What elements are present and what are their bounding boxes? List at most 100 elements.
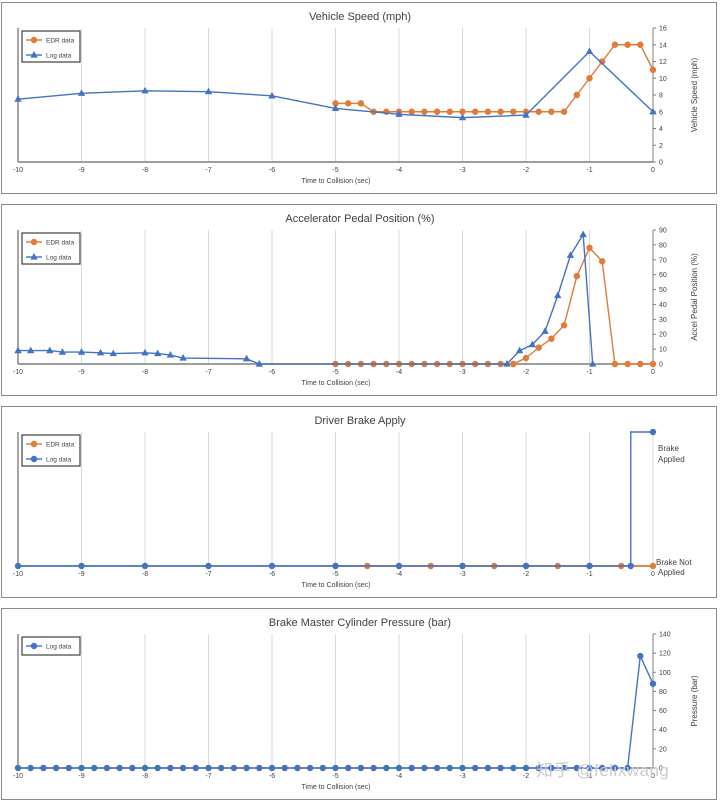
data-point (510, 360, 517, 368)
data-point (515, 346, 524, 354)
x-tick-label: -1 (586, 773, 592, 780)
x-tick-label: -4 (396, 167, 402, 174)
series-log-data (14, 428, 657, 570)
data-point (459, 108, 466, 115)
data-point (560, 322, 568, 329)
data-point (129, 764, 136, 772)
brake-pressure-chart: Brake Master Cylinder Pressure (bar)-10-… (13, 617, 699, 791)
x-tick-label: 0 (651, 369, 655, 376)
y-tick-label: 70 (659, 257, 667, 264)
y-tick-label: 140 (659, 632, 671, 639)
data-point (579, 230, 587, 238)
chart-title: Brake Master Cylinder Pressure (bar) (269, 617, 451, 629)
data-point (611, 360, 619, 368)
legend-label: EDR data (46, 38, 75, 45)
data-point (528, 340, 537, 348)
data-point (281, 764, 288, 772)
data-point (179, 354, 187, 361)
y-tick-label: 2 (659, 143, 663, 150)
data-point (484, 764, 492, 772)
y-tick-label: 6 (659, 109, 663, 116)
brake-applied-label: Applied (658, 455, 685, 464)
data-point (624, 41, 631, 48)
data-point (167, 764, 174, 772)
x-axis-title: Time to Collision (sec) (302, 582, 371, 589)
y-tick-label: 8 (659, 93, 663, 100)
x-tick-label: -5 (332, 369, 338, 376)
data-point (627, 562, 634, 570)
x-tick-label: -5 (332, 773, 338, 780)
data-point (459, 562, 466, 570)
data-point (141, 348, 149, 356)
x-tick-label: -3 (459, 773, 465, 780)
data-point (78, 562, 85, 570)
data-point (446, 108, 453, 115)
data-point (332, 562, 339, 570)
x-tick-label: -5 (332, 571, 338, 578)
driver-brake-chart: Driver Brake Apply-10 -9 -8 -7 -6 -5 -4 -3 -2 -1 0… (13, 415, 692, 589)
data-point (14, 346, 22, 354)
brake-applied-label: Brake (658, 444, 679, 453)
y-axis-title: Vehicle Speed (mph) (690, 58, 699, 133)
data-point (58, 348, 67, 355)
data-point (649, 360, 657, 368)
y-tick-label: 12 (659, 59, 667, 66)
x-axis-title: Time to Collision (sec) (302, 380, 371, 387)
y-tick-label: 30 (659, 317, 667, 324)
data-point (205, 562, 212, 570)
x-tick-label: -1 (586, 571, 592, 578)
data-point (599, 258, 606, 265)
x-tick-label: -7 (205, 773, 211, 780)
data-point (27, 346, 35, 354)
x-tick-label: -6 (269, 369, 275, 376)
x-tick-label: -5 (332, 167, 338, 174)
data-point (154, 764, 161, 772)
data-point (548, 764, 555, 772)
data-point (116, 764, 123, 772)
legend-label: EDR data (46, 240, 75, 247)
data-point (204, 87, 213, 95)
data-point (566, 251, 575, 258)
data-point (586, 764, 593, 772)
data-point (522, 562, 530, 570)
x-tick-label: -10 (13, 571, 23, 578)
x-tick-label: -1 (586, 167, 592, 174)
data-point (52, 764, 60, 772)
x-tick-label: -7 (205, 369, 211, 376)
series-line (18, 232, 594, 365)
data-point (510, 764, 517, 772)
data-point (649, 107, 657, 115)
y-tick-label: 80 (659, 242, 667, 249)
x-tick-label: -6 (269, 167, 275, 174)
x-tick-label: 0 (651, 571, 655, 578)
legend: EDR data Log data (21, 30, 81, 63)
legend-label: Log data (46, 457, 72, 464)
data-point (522, 764, 530, 772)
legend-marker (30, 253, 38, 260)
data-point (255, 360, 263, 367)
series-line (335, 246, 653, 365)
legend: EDR data Log data (21, 232, 81, 265)
x-tick-label: -3 (459, 167, 465, 174)
data-point (395, 110, 403, 117)
x-tick-label: -3 (459, 369, 465, 376)
x-tick-label: -4 (396, 571, 402, 578)
data-point (141, 86, 149, 94)
legend-marker (30, 51, 38, 58)
legend-box (21, 636, 81, 656)
data-point (408, 108, 415, 115)
data-point (472, 764, 479, 772)
data-point (408, 764, 415, 772)
y-tick-label: 14 (659, 42, 667, 49)
data-point (242, 354, 251, 362)
data-point (294, 764, 301, 772)
data-point (503, 360, 511, 367)
data-point (548, 335, 555, 342)
y-tick-label: 10 (659, 347, 667, 354)
x-tick-label: -7 (205, 571, 211, 578)
data-point (357, 764, 365, 772)
data-point (458, 113, 467, 121)
vehicle-speed-chart: Vehicle Speed (mph)-10 -9 -8 -7 -6 -5 -4 -3 -2 -1… (13, 11, 699, 185)
data-point (588, 360, 597, 367)
data-point (541, 327, 549, 334)
